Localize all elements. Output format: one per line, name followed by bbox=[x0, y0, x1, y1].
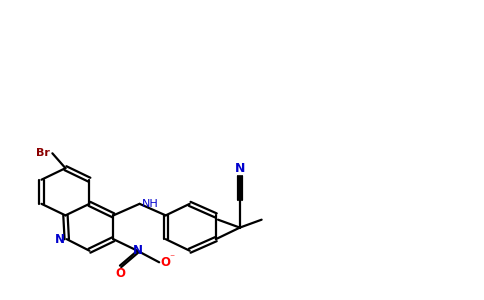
Text: O: O bbox=[160, 256, 170, 269]
Text: N: N bbox=[55, 233, 65, 246]
Text: ⁻: ⁻ bbox=[169, 253, 174, 263]
Text: O: O bbox=[115, 267, 125, 280]
Text: Br: Br bbox=[35, 148, 49, 158]
Text: N: N bbox=[235, 162, 245, 176]
Text: NH: NH bbox=[141, 199, 158, 209]
Text: N: N bbox=[133, 244, 142, 257]
